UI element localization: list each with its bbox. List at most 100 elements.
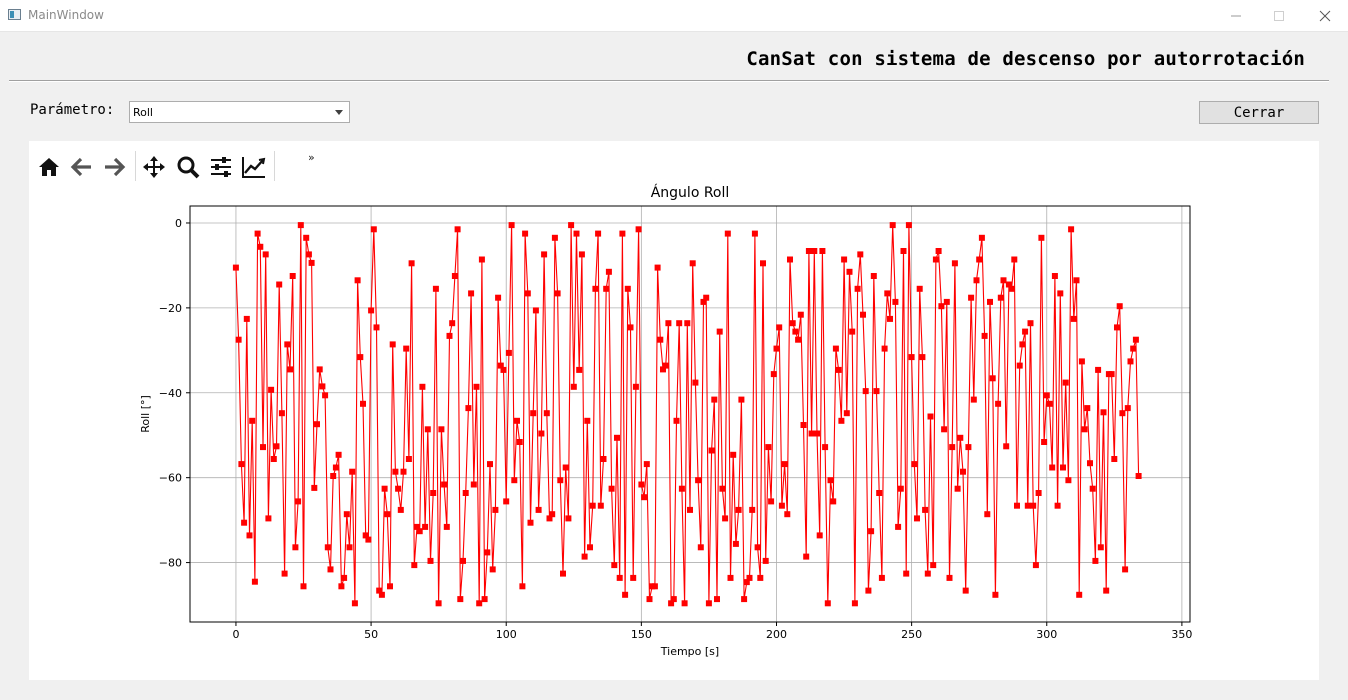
configure-subplots-button[interactable] [207, 153, 235, 181]
roll-point [703, 294, 710, 301]
edit-axis-button[interactable] [240, 153, 268, 181]
roll-point [1076, 591, 1083, 598]
roll-point [457, 596, 464, 603]
roll-point [584, 417, 591, 424]
roll-point [435, 600, 442, 607]
roll-point [465, 405, 472, 412]
roll-point [646, 596, 653, 603]
close-button[interactable]: Cerrar [1199, 101, 1319, 124]
toolbar-overflow-button[interactable]: » [308, 151, 315, 164]
roll-point [965, 444, 972, 451]
roll-point [362, 532, 369, 539]
parameter-select-value: Roll [133, 106, 153, 119]
roll-point [692, 379, 699, 386]
title-bar: MainWindow [0, 0, 1348, 32]
roll-point [627, 324, 634, 331]
roll-point [981, 332, 988, 339]
roll-point [338, 583, 345, 590]
roll-point [738, 396, 745, 403]
roll-point [1073, 277, 1080, 284]
roll-point [811, 248, 818, 254]
roll-point [460, 557, 466, 564]
x-axis-label: Tiempo [s] [660, 645, 719, 658]
roll-point [614, 434, 620, 441]
chart-ticks: 0 50 100 150 200 250 300 350 0 −20 −40 −60 −80 [159, 217, 1193, 641]
roll-point [1027, 320, 1034, 327]
roll-point [960, 468, 966, 475]
roll-point [468, 290, 475, 297]
roll-point [516, 439, 523, 445]
roll-point [681, 600, 688, 607]
parameter-label: Parámetro: [30, 102, 115, 118]
roll-point [365, 536, 372, 543]
roll-point [862, 388, 869, 395]
roll-point [354, 277, 361, 284]
roll-point [876, 490, 883, 496]
roll-point [946, 574, 953, 581]
roll-point [1051, 273, 1058, 279]
parameter-select[interactable]: Roll [129, 101, 350, 123]
roll-point [487, 461, 493, 468]
configure-subplots-icon [211, 157, 231, 177]
roll-point [476, 600, 483, 607]
pan-icon [143, 156, 165, 178]
roll-point [449, 320, 456, 327]
pan-button[interactable] [140, 153, 168, 181]
roll-point [1035, 490, 1042, 496]
forward-button[interactable] [100, 153, 128, 181]
roll-point [616, 574, 623, 581]
roll-point [697, 544, 704, 551]
roll-point [370, 226, 377, 233]
roll-point [1122, 566, 1129, 573]
roll-point [984, 511, 991, 518]
roll-point [251, 578, 258, 585]
roll-point [941, 426, 948, 433]
roll-point [1081, 426, 1088, 433]
roll-point [478, 256, 485, 263]
roll-point [868, 528, 875, 535]
zoom-button[interactable] [174, 153, 202, 181]
close-window-button[interactable] [1302, 0, 1348, 31]
roll-point [911, 461, 918, 468]
roll-point [881, 345, 888, 352]
back-button[interactable] [68, 153, 96, 181]
roll-point [846, 268, 853, 275]
home-icon [39, 158, 59, 176]
roll-point [1060, 464, 1066, 471]
roll-point [919, 354, 926, 361]
roll-point [624, 285, 631, 292]
roll-point [232, 264, 239, 271]
roll-point [327, 566, 334, 573]
minimize-button[interactable] [1213, 0, 1259, 31]
roll-point [735, 506, 742, 513]
roll-point [605, 268, 612, 275]
roll-point [1135, 473, 1142, 479]
toolbar-separator [135, 151, 136, 181]
roll-point [741, 596, 748, 603]
roll-point [1119, 410, 1126, 417]
roll-point [1095, 366, 1102, 373]
roll-point [800, 422, 807, 428]
roll-point [843, 410, 850, 417]
home-button[interactable] [35, 153, 63, 181]
roll-point [292, 544, 299, 551]
roll-point [1038, 234, 1045, 241]
roll-point [892, 298, 899, 305]
roll-point [768, 498, 775, 505]
roll-point [554, 290, 561, 297]
roll-point [792, 328, 799, 335]
roll-point [1111, 456, 1118, 462]
roll-point [600, 456, 607, 462]
page-title: CanSat con sistema de descenso por autor… [746, 48, 1305, 70]
roll-point [287, 366, 293, 373]
maximize-button[interactable] [1256, 0, 1302, 31]
roll-point [851, 600, 858, 607]
roll-point [568, 222, 575, 229]
plot-panel: » 0 50 100 150 200 250 300 350 0 −20 −40 −60 −80 Áng… [29, 141, 1319, 680]
roll-point [776, 324, 783, 331]
roll-point [497, 362, 504, 369]
roll-point [814, 430, 820, 437]
roll-point [595, 230, 602, 237]
roll-point [608, 485, 615, 492]
roll-point [1132, 336, 1139, 343]
